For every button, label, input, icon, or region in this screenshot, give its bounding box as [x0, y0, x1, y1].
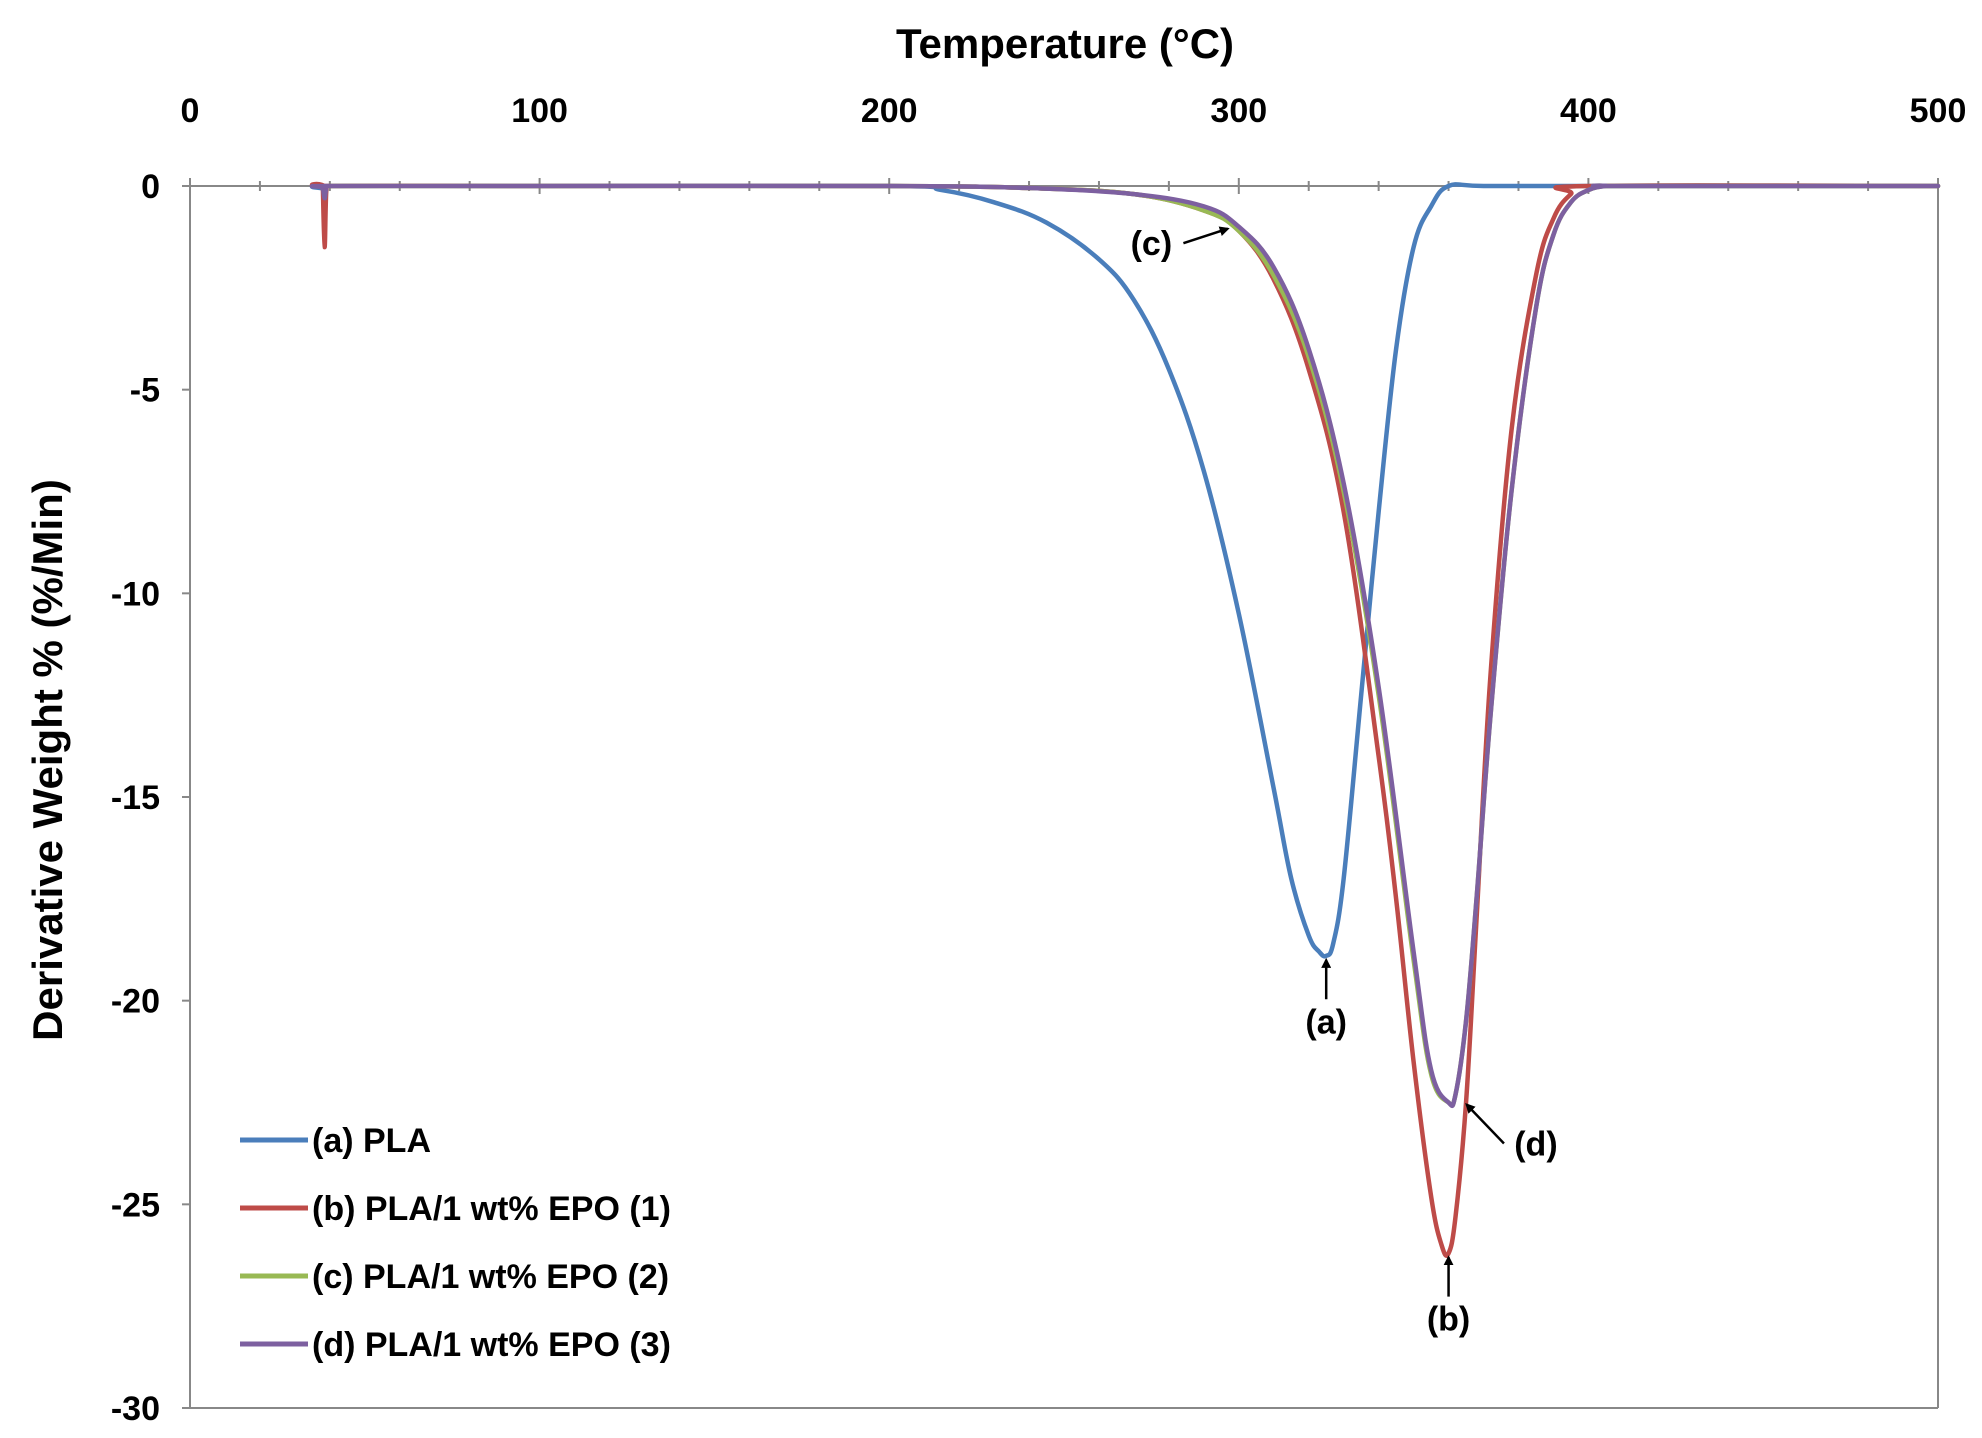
y-tick-label: -15: [111, 779, 160, 817]
ticks: 0 100 200 300 400 500 0 -5 -10 -15 -20 -25 -30: [111, 92, 1967, 1428]
series-layer: [309, 181, 1941, 1258]
legend-label: (a) PLA: [312, 1122, 431, 1160]
annotation-label: (a): [1305, 1003, 1347, 1041]
x-axis-title: Temperature (°C): [896, 20, 1234, 67]
x-tick-label: 0: [181, 92, 200, 130]
y-axis-title: Derivative Weight % (%/Min): [24, 479, 71, 1041]
annotations: (a) (b) (c) (d): [1131, 225, 1558, 1338]
series-line-1: [310, 181, 1941, 1258]
series-line-0: [309, 182, 1941, 959]
x-tick-label: 300: [1210, 92, 1267, 130]
y-tick-label: -10: [111, 575, 160, 613]
series-line-2: [327, 183, 1941, 1108]
x-tick-label: 500: [1910, 92, 1967, 130]
x-tick-label: 400: [1560, 92, 1617, 130]
legend-label: (d) PLA/1 wt% EPO (3): [312, 1326, 671, 1364]
legend-label: (c) PLA/1 wt% EPO (2): [312, 1258, 669, 1296]
series-line-3: [309, 183, 1941, 1108]
y-tick-label: 0: [141, 168, 160, 206]
annotation-arrow: [1465, 1103, 1505, 1145]
x-tick-label: 200: [861, 92, 918, 130]
y-tick-label: -5: [130, 372, 160, 410]
legend-label: (b) PLA/1 wt% EPO (1): [312, 1190, 671, 1228]
legend: (a) PLA (b) PLA/1 wt% EPO (1) (c) PLA/1 wt…: [240, 1122, 671, 1364]
annotation-label: (b): [1427, 1301, 1470, 1339]
x-tick-label: 100: [511, 92, 568, 130]
y-tick-label: -30: [111, 1390, 160, 1428]
annotation-arrow: [1183, 226, 1230, 245]
y-tick-label: -25: [111, 1186, 160, 1224]
annotation-label: (d): [1514, 1125, 1557, 1163]
annotation-label: (c): [1131, 225, 1173, 263]
y-tick-label: -20: [111, 983, 160, 1021]
